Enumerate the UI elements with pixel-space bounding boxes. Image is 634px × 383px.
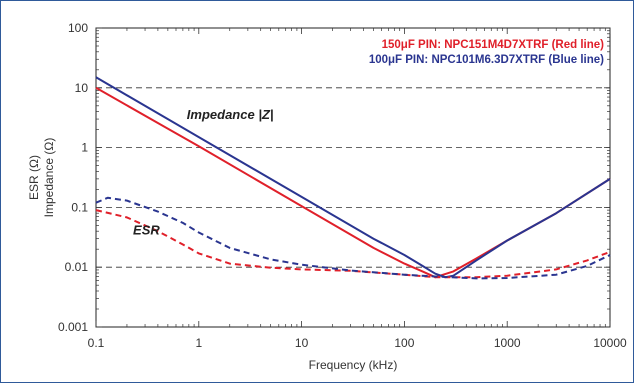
- y-tick-label: 10: [75, 81, 89, 95]
- legend-entry: 100μF PIN: NPC101M6.3D7XTRF (Blue line): [369, 54, 604, 66]
- y-axis-label: ESR (Ω) Impedance (Ω): [27, 138, 56, 218]
- grid-layer: [96, 87, 610, 268]
- legend-entry: 150μF PIN: NPC151M4D7XTRF (Red line): [382, 39, 605, 51]
- y-axis-label-line: ESR (Ω): [27, 155, 41, 200]
- x-tick-label: 1: [195, 336, 202, 350]
- annotations: Impedance |Z| ESR: [133, 107, 274, 238]
- plot-area: [95, 27, 611, 328]
- x-tick-label: 100: [394, 336, 414, 350]
- x-tick-label: 10000: [593, 336, 627, 350]
- chart-annotation: ESR: [133, 223, 160, 238]
- impedance-line-blue: [95, 76, 611, 279]
- esr-line-red: [95, 209, 611, 279]
- esr-line-blue: [95, 196, 611, 280]
- y-tick-label: 0.001: [58, 320, 88, 334]
- x-tick-label: 0.1: [88, 336, 105, 350]
- ticks-layer: 0.001 0.01 0.1 1 10 100 0.1 1 10 100 1000 10000: [58, 21, 627, 350]
- y-tick-label: 0.01: [65, 260, 89, 274]
- y-tick-label: 1: [81, 141, 88, 155]
- y-tick-label: 100: [68, 21, 88, 35]
- y-tick-label: 0.1: [71, 200, 88, 214]
- x-tick-label: 10: [295, 336, 309, 350]
- y-axis-label-line: Impedance (Ω): [42, 138, 56, 218]
- x-axis-label: Frequency (kHz): [309, 358, 398, 372]
- series-layer: [95, 76, 611, 280]
- legend: 150μF PIN: NPC151M4D7XTRF (Red line) 100μ…: [369, 39, 604, 66]
- x-tick-label: 1000: [494, 336, 521, 350]
- impedance-line-red: [95, 86, 611, 279]
- chart-annotation: Impedance |Z|: [187, 107, 274, 122]
